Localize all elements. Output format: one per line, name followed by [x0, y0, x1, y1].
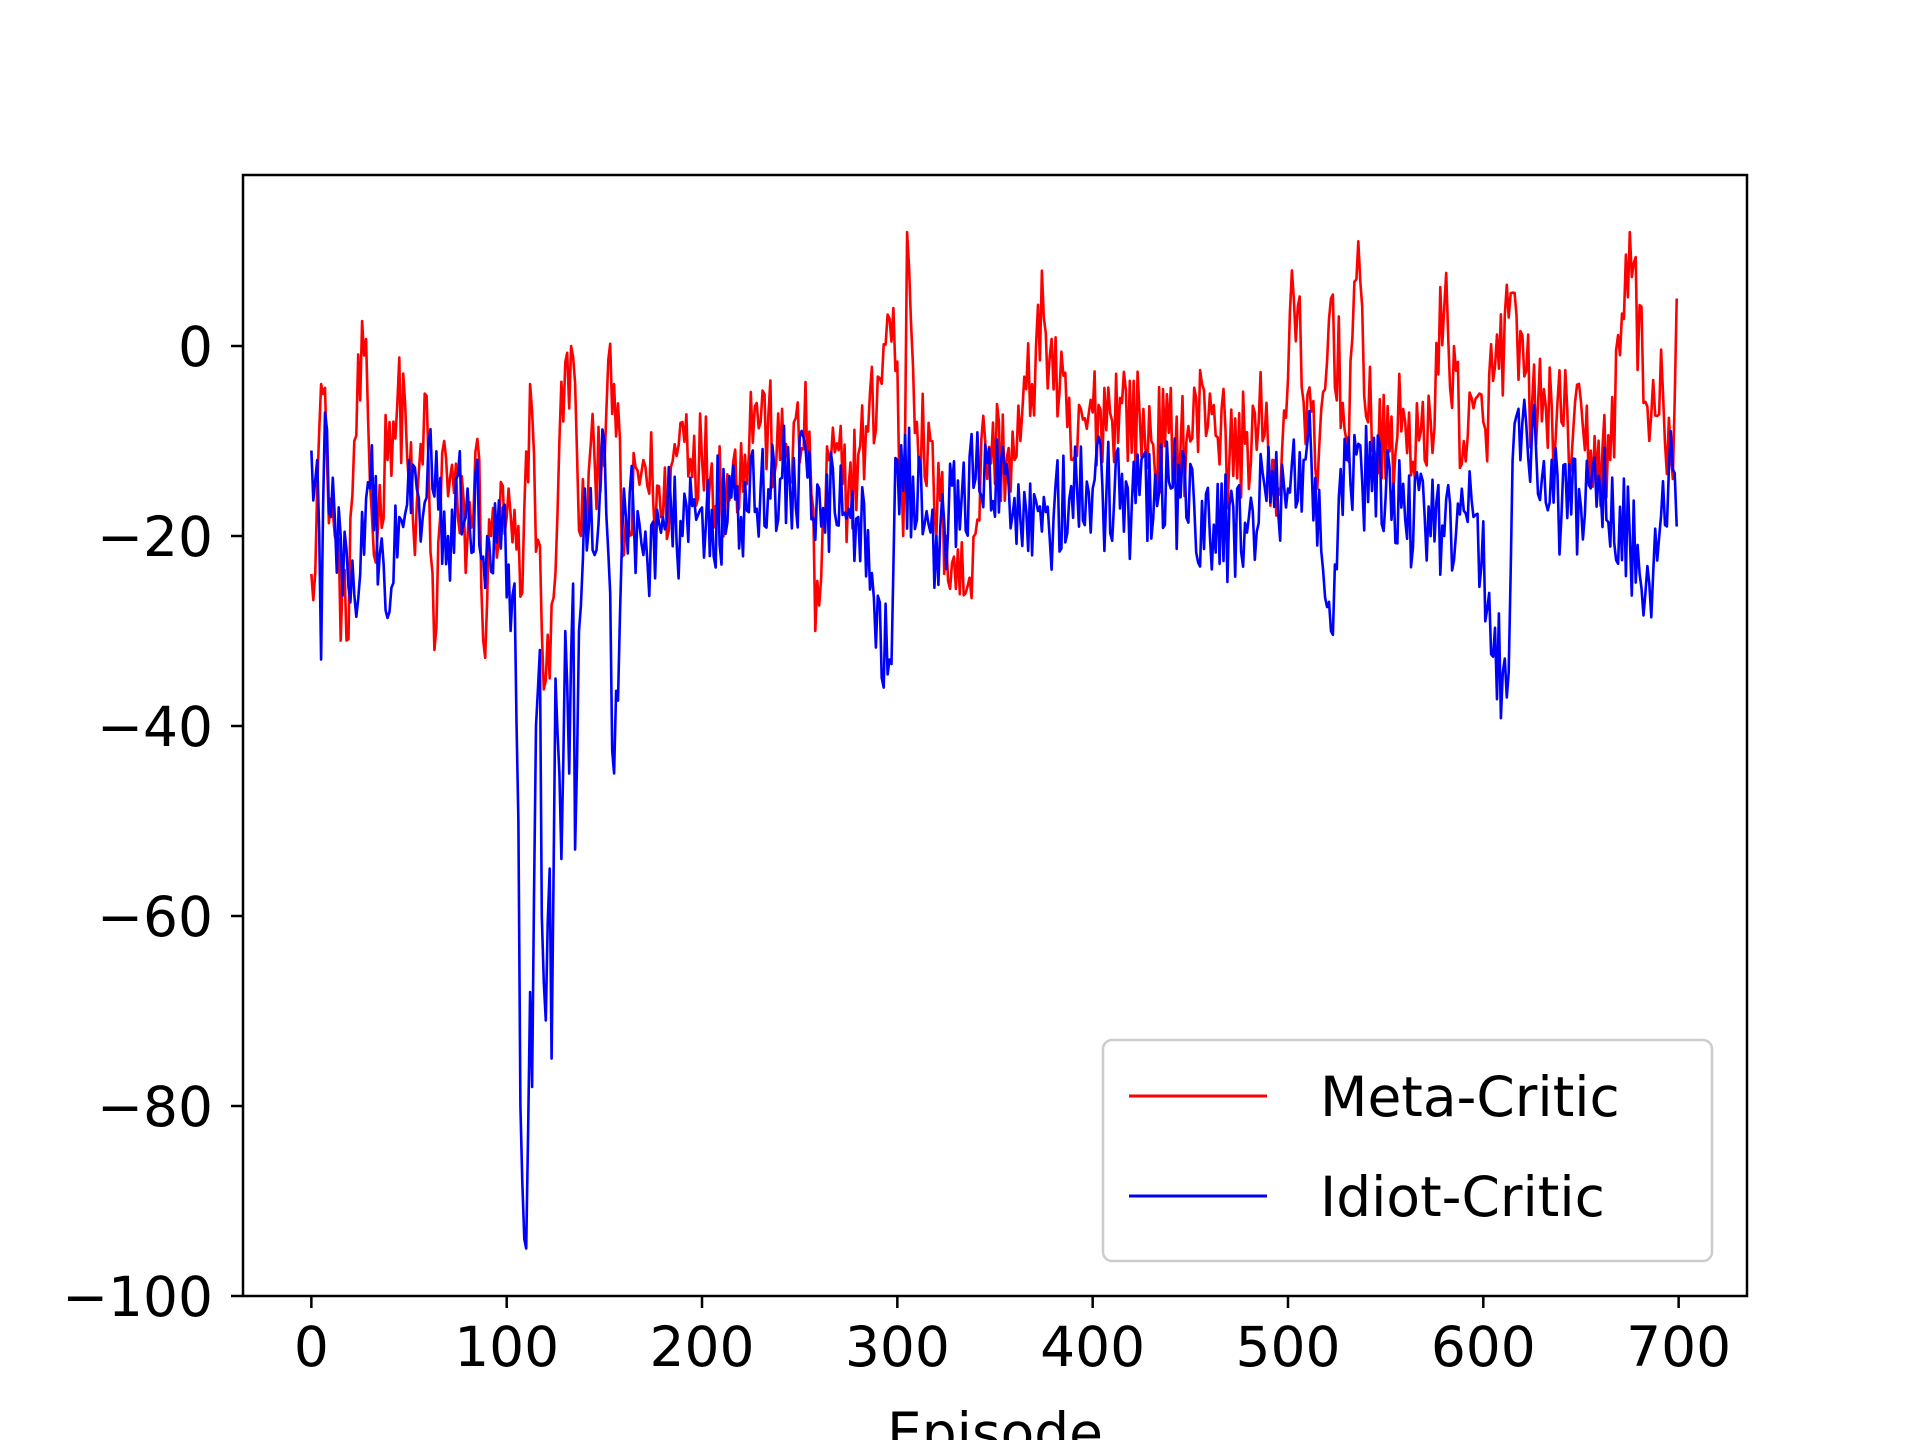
y-tick-label: −100	[62, 1265, 213, 1329]
series-line-meta-critic	[310, 230, 1678, 691]
y-tick-label: −60	[97, 885, 213, 949]
x-axis-label: Episode	[887, 1401, 1103, 1440]
y-tick-label: −80	[97, 1075, 213, 1139]
y-tick-label: −40	[97, 695, 213, 759]
y-axis: 0 −20 −40 −60 −80 −100	[62, 315, 243, 1329]
legend: Meta-Critic Idiot-Critic	[1101, 1038, 1714, 1263]
plot-frame	[241, 173, 1749, 1298]
x-tick-label: 400	[1040, 1315, 1145, 1379]
series-line-idiot-critic	[310, 398, 1678, 1250]
legend-label-meta-critic: Meta-Critic	[1320, 1065, 1620, 1129]
x-tick-label: 100	[454, 1315, 559, 1379]
y-tick-label: −20	[97, 505, 213, 569]
x-tick-label: 200	[650, 1315, 755, 1379]
x-tick-label: 700	[1626, 1315, 1731, 1379]
y-tick-label: 0	[178, 315, 213, 379]
legend-label-idiot-critic: Idiot-Critic	[1320, 1165, 1605, 1229]
x-tick-label: 500	[1235, 1315, 1340, 1379]
x-tick-label: 600	[1431, 1315, 1536, 1379]
series-layer	[310, 230, 1678, 1250]
x-tick-label: 0	[294, 1315, 329, 1379]
x-tick-label: 300	[845, 1315, 950, 1379]
x-axis: 0 100 200 300 400 500 600 700	[294, 1296, 1731, 1379]
